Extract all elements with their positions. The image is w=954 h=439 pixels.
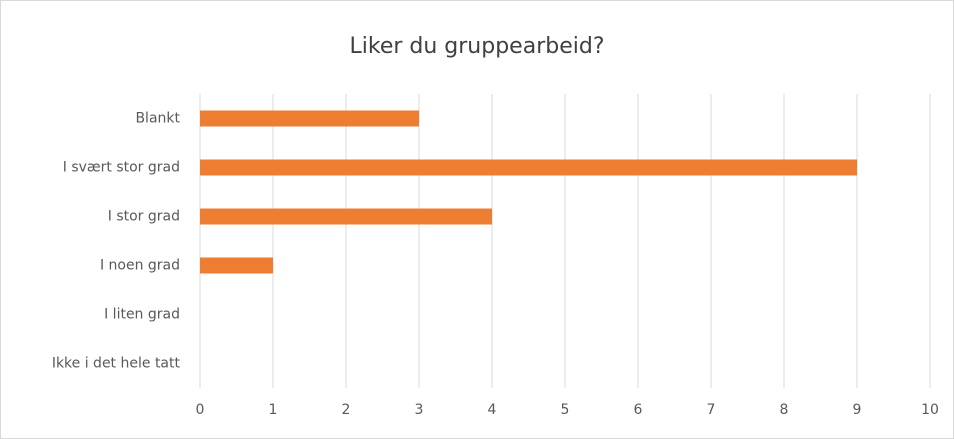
x-tick-label: 7 <box>707 402 716 418</box>
y-tick-label: I liten grad <box>104 307 180 323</box>
x-tick-label: 1 <box>269 402 278 418</box>
x-tick-label: 9 <box>853 402 862 418</box>
y-tick-label: I svært stor grad <box>63 160 180 176</box>
x-tick-label: 8 <box>780 402 789 418</box>
bar <box>200 110 419 127</box>
y-tick-label: I noen grad <box>100 258 180 274</box>
y-tick-label: Ikke i det hele tatt <box>52 356 181 372</box>
x-tick-label: 6 <box>634 402 643 418</box>
chart-title: Liker du gruppearbeid? <box>350 34 605 59</box>
x-tick-label: 0 <box>196 402 205 418</box>
x-tick-label: 5 <box>561 402 570 418</box>
x-tick-label: 3 <box>415 402 424 418</box>
x-tick-label: 10 <box>921 402 939 418</box>
y-tick-label: Blankt <box>135 111 180 127</box>
y-tick-label: I stor grad <box>108 209 180 225</box>
bar <box>200 257 273 274</box>
x-tick-label: 2 <box>342 402 351 418</box>
bar <box>200 208 492 225</box>
x-tick-label: 4 <box>488 402 497 418</box>
bar <box>200 159 857 176</box>
